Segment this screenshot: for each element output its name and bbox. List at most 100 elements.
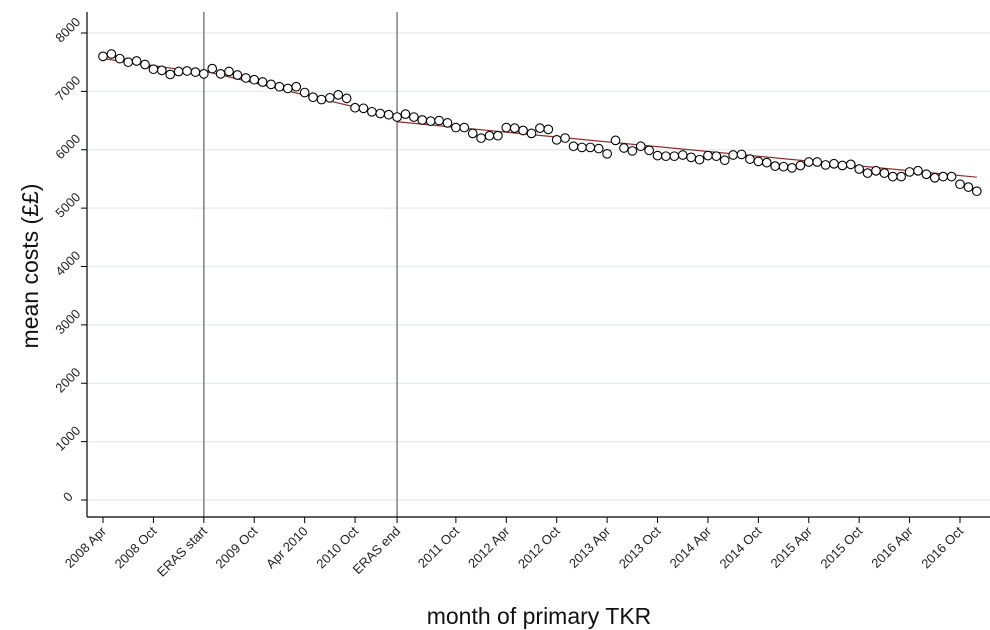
data-point: [392, 112, 402, 122]
data-point: [509, 123, 520, 134]
data-point: [812, 157, 823, 167]
data-point: [308, 92, 318, 103]
data-point: [282, 83, 293, 94]
data-point: [114, 53, 125, 64]
data-point: [182, 66, 192, 76]
data-point: [400, 109, 411, 119]
y-tick-label: 5000: [52, 189, 83, 220]
data-point: [434, 115, 444, 126]
x-tick-label: ERAS start: [154, 523, 210, 579]
data-point: [761, 157, 772, 168]
data-point: [929, 172, 940, 183]
data-point: [728, 150, 738, 160]
data-point: [467, 128, 478, 139]
x-tick-label: 2009 Oct: [212, 523, 260, 571]
data-point: [871, 165, 881, 176]
data-point: [476, 133, 486, 143]
data-point: [913, 165, 923, 176]
data-point: [652, 150, 663, 161]
data-point: [778, 161, 789, 172]
data-point: [904, 167, 915, 177]
data-point: [820, 160, 831, 170]
data-point: [266, 79, 276, 90]
y-tick-label: 4000: [52, 248, 83, 279]
x-tick-label: 2013 Oct: [616, 523, 664, 571]
data-point: [173, 66, 184, 77]
data-point: [215, 69, 226, 79]
x-tick-label: 2012 Apr: [465, 523, 513, 571]
data-point: [425, 116, 436, 126]
data-point: [291, 81, 302, 92]
y-axis-title: mean costs (££): [17, 184, 43, 349]
data-point: [963, 182, 974, 192]
data-point: [333, 90, 344, 100]
data-point: [198, 69, 209, 79]
y-tick-label: 0: [60, 489, 76, 505]
y-tick-label: 8000: [52, 14, 83, 45]
x-tick-label: 2015 Apr: [767, 523, 815, 571]
data-point: [694, 154, 705, 165]
x-tick-label: 2013 Apr: [566, 523, 614, 571]
data-point: [669, 151, 680, 162]
data-point: [156, 65, 167, 76]
data-point: [459, 122, 470, 133]
axes: [86, 12, 990, 518]
data-point: [148, 64, 159, 75]
data-point: [350, 102, 360, 113]
data-point: [274, 81, 285, 92]
data-point: [955, 179, 965, 190]
data-point: [131, 56, 142, 66]
data-point: [543, 124, 554, 135]
y-ticks: 0 1000 2000 3000 4000 5000 6000 7000 8000: [52, 14, 87, 505]
data-point: [829, 158, 839, 169]
data-point: [341, 93, 352, 104]
x-tick-label: 2008 Apr: [62, 523, 110, 571]
data-point: [602, 148, 612, 159]
data-point: [938, 171, 949, 182]
x-tick-label: 2015 Oct: [817, 523, 865, 571]
data-point: [140, 59, 150, 70]
data-point: [887, 171, 898, 182]
data-point: [560, 133, 570, 143]
data-point: [493, 130, 503, 141]
data-point: [896, 171, 907, 182]
data-point: [619, 143, 629, 153]
data-point: [106, 49, 117, 59]
data-point: [358, 103, 369, 114]
y-tick-label: 1000: [52, 423, 83, 454]
data-point: [551, 134, 562, 145]
data-point: [753, 156, 764, 167]
y-tick-label: 3000: [52, 306, 83, 337]
data-point: [299, 87, 310, 98]
x-tick-label: 2012 Oct: [515, 523, 563, 571]
data-point: [451, 122, 461, 133]
data-point: [635, 141, 646, 152]
trend-line: [397, 121, 977, 178]
y-tick-label: 6000: [52, 131, 83, 162]
x-tick-label: Apr 2010: [263, 524, 311, 572]
data-point: [837, 160, 848, 171]
data-point: [577, 142, 587, 153]
data-point: [383, 109, 394, 120]
data-point: [854, 164, 865, 174]
data-point: [686, 152, 696, 163]
data-point: [703, 150, 713, 161]
data-point: [795, 160, 806, 171]
data-point: [123, 57, 134, 68]
x-axis-title: month of primary TKR: [427, 603, 652, 629]
data-point: [325, 92, 335, 103]
data-point: [417, 115, 428, 125]
data-point: [501, 122, 512, 133]
data-point: [879, 168, 890, 178]
x-tick-label: 2014 Oct: [717, 523, 765, 571]
data-point: [535, 123, 545, 134]
data-point: [409, 112, 419, 122]
data-point: [971, 186, 982, 197]
data-point: [316, 94, 327, 105]
data-point: [375, 108, 386, 119]
y-tick-label: 2000: [52, 365, 83, 396]
data-point: [845, 159, 856, 170]
data-point: [803, 157, 814, 167]
